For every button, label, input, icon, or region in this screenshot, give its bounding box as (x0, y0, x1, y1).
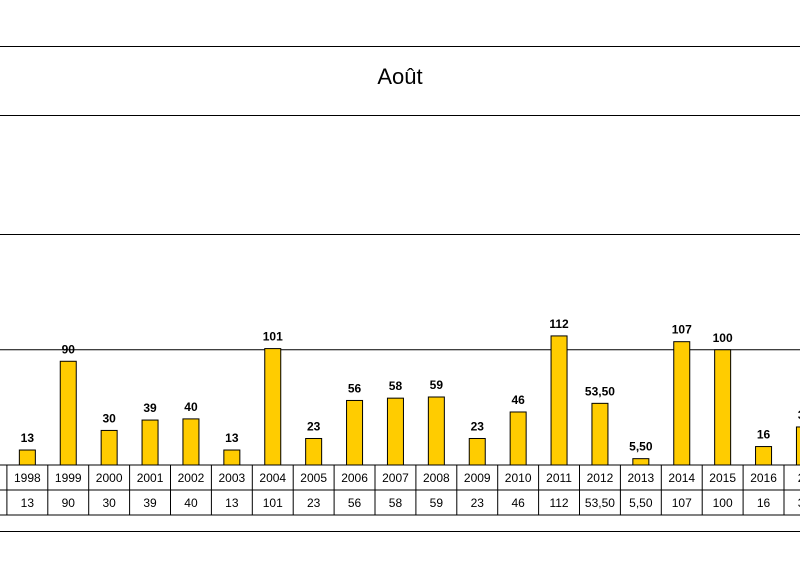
table-value-2006: 56 (348, 496, 362, 510)
bar-2010 (509, 411, 527, 466)
category-label-2000: 2000 (96, 471, 123, 485)
category-label-2001: 2001 (137, 471, 164, 485)
category-label-1999: 1999 (55, 471, 82, 485)
data-label-2016: 16 (757, 428, 771, 442)
category-label-2011: 2011 (546, 471, 572, 485)
data-label-2014: 107 (672, 323, 692, 337)
category-label-2016: 2016 (750, 471, 777, 485)
category-label-2013: 2013 (627, 471, 654, 485)
data-label-2010: 46 (511, 393, 525, 407)
table-value-2016: 16 (757, 496, 771, 510)
bar-2016 (755, 446, 773, 466)
table-value-2007: 58 (389, 496, 403, 510)
data-label-2003: 13 (225, 431, 239, 445)
data-label-1999: 90 (62, 342, 76, 356)
category-label-2007: 2007 (382, 471, 409, 485)
bar-2009 (468, 437, 486, 466)
category-label-2006: 2006 (341, 471, 368, 485)
bar-2013 (632, 458, 650, 466)
data-label-2000: 30 (102, 411, 116, 425)
data-label-2002: 40 (184, 400, 198, 414)
category-label-2009: 2009 (464, 471, 491, 485)
table-value-2011: 112 (549, 496, 568, 510)
data-label-2008: 59 (430, 378, 444, 392)
data-label-2017: 33 (798, 408, 800, 422)
data-label-2013: 5,50 (629, 440, 653, 454)
data-label-2011: 112 (549, 317, 569, 331)
data-label-2001: 39 (143, 401, 157, 415)
chart-title: Août (377, 64, 423, 89)
data-label-2005: 23 (307, 419, 321, 433)
table-value-2001: 39 (143, 496, 157, 510)
category-label-2017: 20 (798, 471, 800, 485)
bar-2007 (386, 397, 404, 466)
table-value-2010: 46 (511, 496, 525, 510)
bar-2001 (141, 419, 159, 466)
table-value-2009: 23 (471, 496, 485, 510)
title-separator (0, 115, 800, 116)
category-label-2014: 2014 (668, 471, 695, 485)
plot-frame-bottom (0, 531, 800, 532)
category-label-2003: 2003 (218, 471, 245, 485)
table-value-2012: 53,50 (585, 496, 615, 510)
bar-1999 (59, 360, 77, 466)
bar-2006 (346, 399, 364, 466)
data-label-2009: 23 (471, 419, 485, 433)
category-label-2012: 2012 (587, 471, 614, 485)
table-value-2003: 13 (225, 496, 239, 510)
category-label-2008: 2008 (423, 471, 450, 485)
bar-2017 (795, 426, 800, 466)
category-label-2015: 2015 (709, 471, 736, 485)
bar-2012 (591, 402, 609, 466)
bar-2015 (714, 349, 732, 466)
bar-2014 (673, 341, 691, 466)
bar-2008 (427, 396, 445, 466)
bar-2002 (182, 418, 200, 466)
data-label-2006: 56 (348, 381, 362, 395)
table-value-2005: 23 (307, 496, 321, 510)
plot-frame-top (0, 46, 800, 47)
data-label-2004: 101 (263, 330, 283, 344)
bar-1998 (18, 449, 36, 466)
category-label-2005: 2005 (300, 471, 327, 485)
table-value-1998: 13 (21, 496, 35, 510)
table-value-2004: 101 (263, 496, 283, 510)
bar-2005 (305, 437, 323, 466)
category-label-2004: 2004 (259, 471, 286, 485)
category-label-2010: 2010 (505, 471, 532, 485)
bar-2011 (550, 335, 568, 466)
table-value-2013: 5,50 (629, 496, 653, 510)
data-label-2007: 58 (389, 379, 403, 393)
data-label-2015: 100 (713, 331, 733, 345)
table-value-2008: 59 (430, 496, 444, 510)
table-value-2017: 33 (798, 496, 800, 510)
data-label-1998: 13 (21, 431, 35, 445)
category-label-2002: 2002 (178, 471, 205, 485)
table-value-2015: 100 (713, 496, 733, 510)
table-value-2002: 40 (184, 496, 198, 510)
bar-2000 (100, 429, 118, 466)
table-value-1999: 90 (62, 496, 76, 510)
bar-2004 (264, 348, 282, 466)
bar-2003 (223, 449, 241, 466)
table-value-2014: 107 (672, 496, 692, 510)
table-value-2000: 30 (102, 496, 116, 510)
category-label-1998: 1998 (14, 471, 41, 485)
data-label-2012: 53,50 (585, 384, 615, 398)
